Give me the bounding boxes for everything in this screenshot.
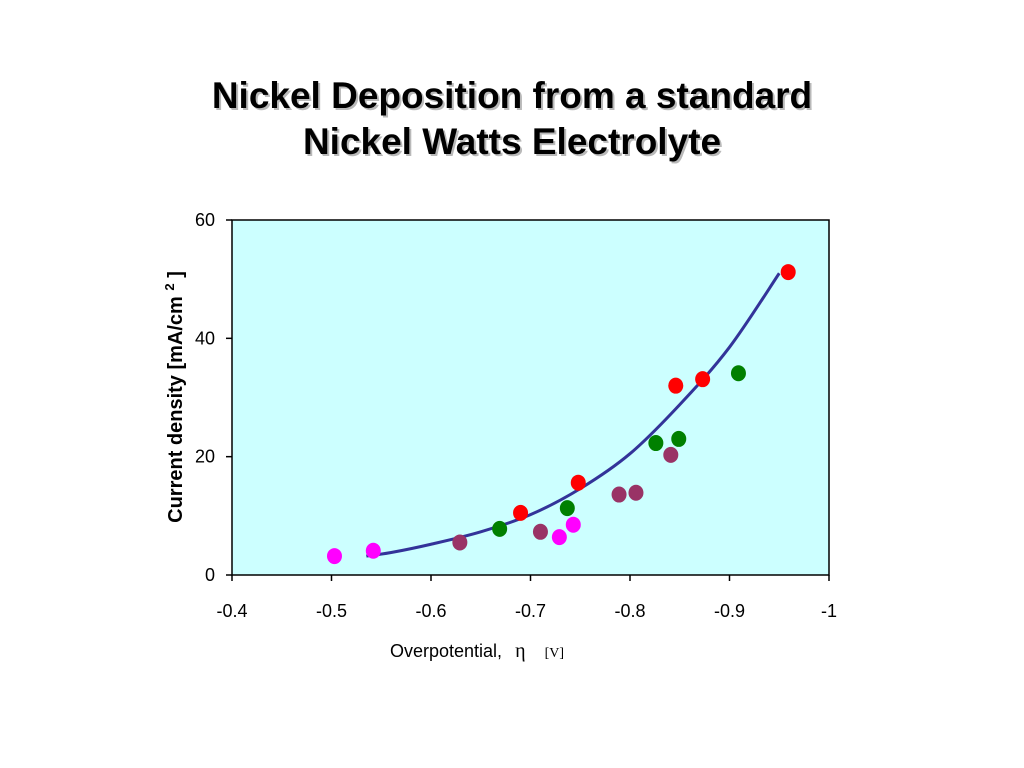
- x-axis-unit: [V]: [545, 646, 564, 661]
- y-tick-label: 20: [195, 447, 215, 467]
- x-tick-label: -0.8: [614, 601, 645, 621]
- x-tick-label: -0.9: [714, 601, 745, 621]
- data-point: [532, 523, 548, 540]
- plot-area: [231, 219, 830, 576]
- data-point: [671, 430, 687, 447]
- x-axis-title-text: Overpotential,: [390, 641, 502, 661]
- x-tick-label: -0.5: [316, 601, 347, 621]
- data-point: [326, 548, 342, 565]
- y-axis-title-text: Current density [mA/cm: [165, 296, 187, 523]
- data-point: [668, 377, 684, 394]
- slide-title-line-2: Nickel Watts Electrolyte: [302, 121, 722, 162]
- y-axis-title: Current density [mA/cm 2 ]: [157, 271, 187, 523]
- axis-ticks: [226, 219, 830, 581]
- data-point: [492, 520, 508, 537]
- x-axis-title: Overpotential, η [V]: [390, 640, 564, 662]
- data-point: [513, 504, 529, 521]
- x-axis-eta-symbol: η: [515, 640, 525, 662]
- data-point: [559, 500, 575, 517]
- data-point: [551, 529, 567, 546]
- x-tick-label: -0.4: [216, 601, 247, 621]
- data-point: [565, 516, 581, 533]
- data-point: [628, 484, 644, 501]
- y-tick-label: 0: [205, 565, 215, 585]
- y-axis-title-bracket: ]: [165, 271, 187, 278]
- x-tick-label: -0.7: [515, 601, 546, 621]
- slide-title-line-1: Nickel Deposition from a standard: [211, 75, 813, 116]
- data-point: [648, 435, 664, 452]
- y-tick-label: 40: [195, 328, 215, 348]
- x-tick-label: -0.6: [415, 601, 446, 621]
- data-point: [730, 365, 746, 382]
- x-tick-label: -1: [821, 601, 837, 621]
- data-point: [663, 446, 679, 463]
- y-axis-title-superscript: 2: [162, 283, 177, 290]
- fit-curve-layer: [366, 272, 781, 558]
- data-point: [570, 474, 586, 491]
- tick-labels: -0.4 -0.5 -0.6 -0.7 -0.8 -0.9 -1 0 20 40 60: [195, 210, 837, 621]
- slide-title: Nickel Deposition from a standard Nickel…: [112, 73, 912, 165]
- data-point: [611, 486, 627, 503]
- data-point: [695, 371, 711, 388]
- data-points-layer: [326, 264, 796, 565]
- data-point: [780, 264, 796, 281]
- fit-curve: [366, 272, 781, 558]
- y-tick-label: 60: [195, 210, 215, 230]
- data-point: [452, 534, 468, 551]
- data-point: [365, 542, 381, 559]
